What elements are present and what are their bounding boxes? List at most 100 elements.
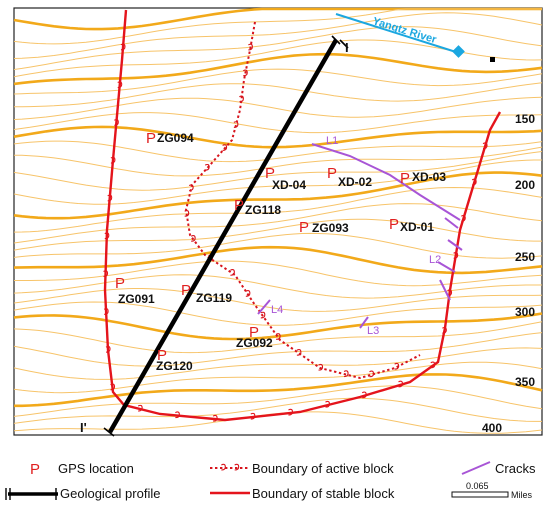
legend-gps-label: GPS location: [58, 461, 134, 476]
crack-label-l2: L2: [429, 254, 441, 266]
crack-l4-line: [257, 299, 271, 315]
gps-point-xd-04: P XD-04: [265, 165, 306, 192]
boundary-tick: [110, 383, 116, 391]
gps-point-zg093: P ZG093: [299, 219, 349, 236]
gps-point-xd-02: P XD-02: [327, 165, 372, 189]
gps-point-zg118: P ZG118: [234, 197, 281, 217]
contour-line: [13, 96, 543, 120]
crack-l2-line: [437, 217, 463, 301]
elevation-label-250: 250: [515, 250, 535, 264]
gps-marker: P: [400, 170, 410, 187]
boundary-tick: [369, 370, 375, 378]
contour-line: [13, 112, 543, 134]
boundary-tick: [447, 289, 453, 297]
gps-marker: P: [115, 275, 125, 292]
gps-label: XD-02: [338, 175, 372, 189]
contour-line: [13, 186, 543, 233]
gps-label: ZG119: [196, 291, 232, 305]
scale-unit: Miles: [511, 490, 533, 500]
gps-marker: P: [234, 197, 244, 214]
contour-line: [13, 232, 543, 259]
profile-end-cap-top: [331, 35, 349, 49]
contour-line: [13, 218, 542, 251]
boundary-tick: [442, 326, 447, 334]
contour-line: [13, 301, 543, 326]
scale-value: 0.065: [466, 481, 489, 491]
gps-point-xd-03: P XD-03: [400, 170, 446, 187]
boundary-tick: [104, 232, 110, 240]
contour-line: [13, 151, 543, 191]
boundary-tick: [430, 361, 436, 369]
crack-label-l3: L3: [367, 325, 379, 337]
boundary-tick: [221, 463, 226, 471]
gps-label: XD-04: [272, 178, 306, 192]
boundary-tick: [318, 363, 324, 371]
contour-line: [13, 288, 543, 312]
boundary-tick: [288, 408, 294, 416]
gps-marker: P: [299, 219, 309, 236]
index-contour-line: [13, 171, 543, 220]
boundary-tick: [120, 43, 126, 51]
gps-label: ZG120: [156, 359, 193, 373]
elevation-label-350: 350: [515, 375, 535, 389]
contour-line: [13, 146, 543, 177]
boundary-tick: [234, 463, 240, 471]
legend: P GPS location Boundary of active block …: [5, 461, 536, 501]
contour-line: [13, 8, 542, 45]
boundary-tick: [190, 235, 196, 242]
stable-boundary-line: [103, 9, 502, 422]
crack-l3-line: [359, 316, 369, 329]
elevation-label-300: 300: [515, 305, 535, 319]
gps-marker: P: [327, 165, 337, 182]
boundary-tick: [103, 270, 109, 278]
gps-point-zg119: P ZG119: [181, 282, 232, 305]
boundary-tick: [110, 156, 116, 164]
boundary-tick: [343, 370, 349, 378]
gps-marker: P: [181, 282, 191, 299]
stable-boundary-ticks: [103, 43, 488, 422]
boundary-tick: [212, 414, 218, 422]
boundary-tick: [233, 121, 239, 128]
boundary-tick: [103, 308, 109, 315]
boundary-tick: [188, 184, 194, 192]
contour-line: [13, 68, 543, 95]
north-marker: [490, 57, 495, 62]
contour-line: [13, 26, 543, 70]
crack-l1-line: [311, 143, 461, 221]
gps-label: XD-01: [400, 220, 434, 234]
gps-marker: P: [389, 216, 399, 233]
boundary-tick: [394, 362, 400, 370]
gps-point-zg091: P ZG091: [115, 275, 155, 306]
legend-profile-label: Geological profile: [60, 486, 160, 501]
legend-crack-swatch: [461, 461, 491, 475]
contour-line: [13, 347, 543, 380]
contour-line: [13, 203, 543, 244]
active-boundary-line: [184, 21, 421, 380]
index-contour-line: [13, 125, 543, 149]
index-contour-line: [14, 373, 543, 408]
gps-label: ZG091: [118, 292, 155, 306]
legend-profile-caps: [5, 488, 57, 500]
boundary-tick: [105, 345, 111, 353]
contour-line: [13, 332, 543, 367]
boundary-tick: [239, 95, 244, 103]
boundary-tick: [107, 194, 113, 202]
gps-marker: P: [157, 347, 167, 364]
elevation-label-400: 400: [482, 421, 502, 435]
boundary-tick: [243, 69, 248, 77]
index-contour-line: [13, 52, 543, 86]
boundary-tick: [461, 214, 466, 222]
profile-end-cap-bottom: [103, 427, 115, 437]
contour-line: [13, 82, 543, 108]
gps-label: ZG092: [236, 336, 273, 350]
gps-marker: P: [146, 130, 156, 147]
boundary-tick: [260, 311, 266, 319]
legend-gps-symbol: P: [30, 461, 40, 478]
crack-label-l4: L4: [271, 304, 283, 316]
section-label-end: I': [80, 420, 87, 435]
crack-label-l1: L1: [326, 135, 338, 147]
contour-line: [13, 274, 542, 299]
boundary-tick: [204, 163, 210, 171]
boundary-tick: [137, 404, 143, 412]
contour-line: [13, 397, 542, 424]
